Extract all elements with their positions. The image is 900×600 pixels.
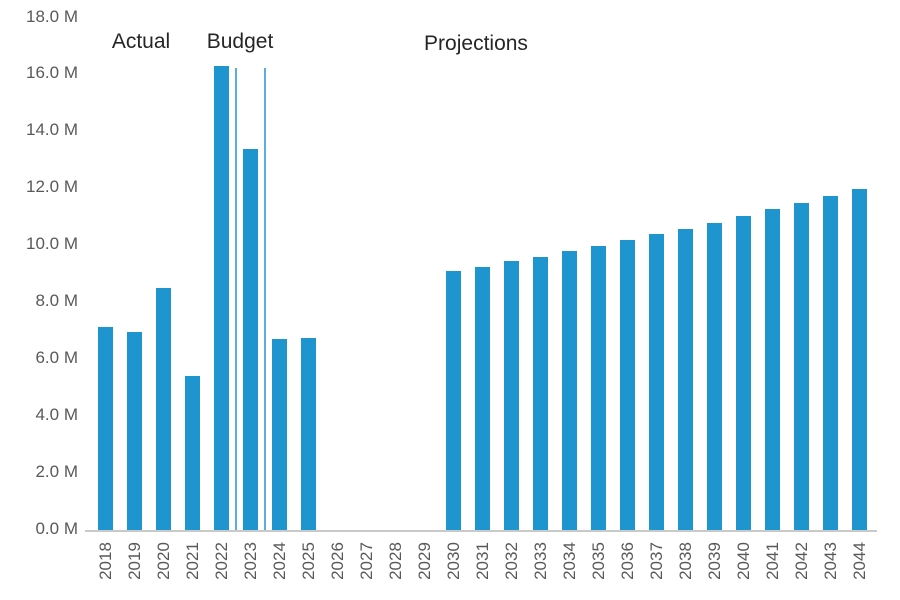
bar-2039 xyxy=(707,222,722,530)
x-tick-label-2024: 2024 xyxy=(269,542,289,580)
x-tick-label-2032: 2032 xyxy=(501,542,521,580)
bar-2043 xyxy=(823,195,838,530)
x-tick-label-2038: 2038 xyxy=(675,542,695,580)
x-tick-label-2033: 2033 xyxy=(530,542,550,580)
x-tick-label-2019: 2019 xyxy=(124,542,144,580)
bar-2033 xyxy=(533,256,548,530)
x-tick-label-2037: 2037 xyxy=(646,542,666,580)
x-tick-label-2026: 2026 xyxy=(327,542,347,580)
x-tick-label-2044: 2044 xyxy=(849,542,869,580)
bar-2040 xyxy=(736,215,751,530)
x-tick-label-2040: 2040 xyxy=(733,542,753,580)
x-tick-label-2043: 2043 xyxy=(820,542,840,580)
x-tick-label-2030: 2030 xyxy=(443,542,463,580)
bar-2020 xyxy=(156,288,171,530)
x-tick-label-2035: 2035 xyxy=(588,542,608,580)
bar-2032 xyxy=(504,261,519,530)
section-separator-line xyxy=(235,67,237,530)
x-axis-line xyxy=(85,530,877,532)
bar-2019 xyxy=(127,332,142,530)
section-label-budget: Budget xyxy=(206,30,274,53)
bar-2025 xyxy=(301,338,316,530)
y-tick-label: 18.0 M xyxy=(26,6,78,26)
bar-2030 xyxy=(446,271,461,530)
bar-2037 xyxy=(649,234,664,530)
y-tick-label: 8.0 M xyxy=(35,290,78,310)
y-tick-label: 0.0 M xyxy=(35,518,78,538)
y-tick-label: 2.0 M xyxy=(35,461,78,481)
bar-2034 xyxy=(562,251,577,530)
bar-2038 xyxy=(678,228,693,530)
section-separator-line xyxy=(264,67,266,530)
x-tick-label-2042: 2042 xyxy=(791,542,811,580)
section-label-actual: Actual xyxy=(111,30,171,53)
bar-2041 xyxy=(765,208,780,530)
bar-2036 xyxy=(620,239,635,530)
x-tick-label-2027: 2027 xyxy=(356,542,376,580)
y-tick-label: 16.0 M xyxy=(26,63,78,83)
bar-2044 xyxy=(852,188,867,530)
bar-2035 xyxy=(591,245,606,530)
bar-2018 xyxy=(98,326,113,530)
bar-2022 xyxy=(214,66,229,530)
section-label-projections: Projections xyxy=(424,32,528,55)
x-tick-label-2039: 2039 xyxy=(704,542,724,580)
x-tick-label-2029: 2029 xyxy=(414,542,434,580)
bar-2042 xyxy=(794,202,809,530)
x-tick-label-2028: 2028 xyxy=(385,542,405,580)
x-tick-label-2036: 2036 xyxy=(617,542,637,580)
bar-2024 xyxy=(272,339,287,530)
bar-2023 xyxy=(243,148,258,530)
x-tick-label-2034: 2034 xyxy=(559,542,579,580)
y-tick-label: 14.0 M xyxy=(26,120,78,140)
y-tick-label: 12.0 M xyxy=(26,177,78,197)
x-tick-label-2022: 2022 xyxy=(211,542,231,580)
bar-2031 xyxy=(475,266,490,530)
x-tick-label-2021: 2021 xyxy=(182,542,202,580)
x-tick-label-2020: 2020 xyxy=(153,542,173,580)
x-tick-label-2041: 2041 xyxy=(762,542,782,580)
y-tick-label: 4.0 M xyxy=(35,404,78,424)
y-tick-label: 6.0 M xyxy=(35,347,78,367)
bar-2021 xyxy=(185,376,200,530)
x-tick-label-2031: 2031 xyxy=(472,542,492,580)
x-tick-label-2023: 2023 xyxy=(240,542,260,580)
x-tick-label-2025: 2025 xyxy=(298,542,318,580)
y-tick-label: 10.0 M xyxy=(26,234,78,254)
x-tick-label-2018: 2018 xyxy=(95,542,115,580)
